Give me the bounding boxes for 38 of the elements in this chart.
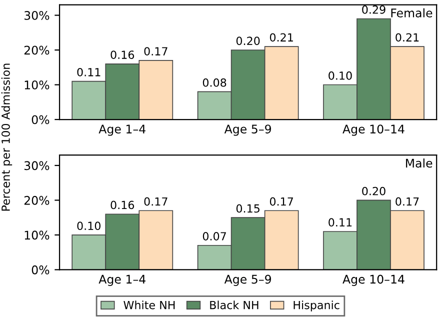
y-tick-label: 10% [24,80,50,90]
data-label: 0.11 [77,68,100,76]
y-tick-label: 20% [24,46,50,55]
data-label: 0.20 [236,36,260,46]
data-label: 0.16 [110,50,134,59]
x-tick-label: Age 1–4 [98,124,146,136]
data-label: 0.08 [202,78,226,87]
x-tick-label: Age 5–9 [224,274,271,286]
x-tick-label: Age 5–9 [224,124,271,136]
legend-label: White NH [124,300,175,310]
data-label: 0.17 [144,47,168,56]
data-label: 0.11 [328,218,352,227]
y-axis-title: Percent per 100 Admission [1,64,12,211]
y-tick-label: 10% [24,230,50,240]
data-label: 0.17 [270,197,293,206]
x-tick-label: Age 1–4 [98,274,146,286]
legend-label: Black NH [210,300,258,310]
annotation: Female [391,8,432,18]
data-label: 0.16 [110,200,134,210]
y-tick-label: 0% [32,115,50,124]
data-label: 0.20 [362,186,386,196]
legend-label: Hispanic [294,300,340,312]
y-tick-label: 30% [24,10,50,20]
data-label: 0.15 [236,204,260,213]
data-label: 0.21 [270,33,293,42]
x-tick-label: Age 10–14 [342,124,404,136]
data-label: 0.21 [396,33,419,42]
y-tick-label: 20% [24,196,50,205]
data-label: 0.17 [396,197,419,206]
x-tick-label: Age 10–14 [342,274,404,286]
y-tick-label: 30% [24,161,50,170]
data-label: 0.17 [144,197,168,206]
annotation: Male [406,158,432,168]
y-tick-label: 0% [32,265,50,274]
data-label: 0.29 [362,5,386,14]
data-label: 0.10 [77,222,100,230]
data-label: 0.10 [328,71,352,80]
data-label: 0.07 [202,232,226,240]
